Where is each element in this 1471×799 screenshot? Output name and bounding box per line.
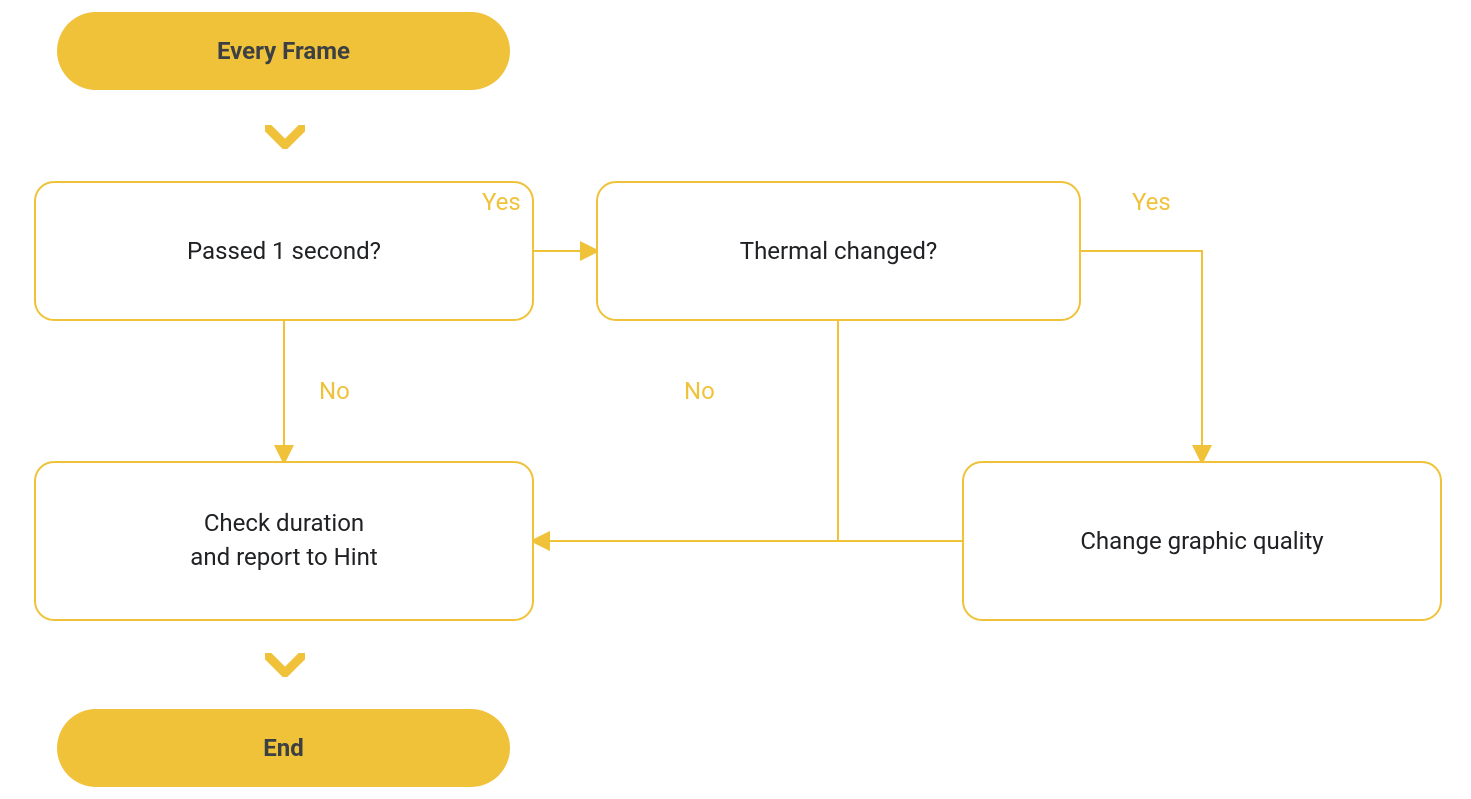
- chevron-down-icon: [265, 125, 305, 153]
- decision-thermal-changed-label: Thermal changed?: [740, 237, 937, 265]
- terminator-start: Every Frame: [57, 12, 510, 90]
- terminator-end-label: End: [263, 734, 303, 762]
- terminator-end: End: [57, 709, 510, 787]
- edge-label-no: No: [319, 377, 350, 405]
- decision-thermal-changed: Thermal changed?: [596, 181, 1081, 321]
- process-check-duration: Check duration and report to Hint: [34, 461, 534, 621]
- decision-passed-1-second-label: Passed 1 second?: [187, 237, 381, 265]
- process-change-graphic-quality: Change graphic quality: [962, 461, 1442, 621]
- edge-line: [534, 321, 838, 541]
- chevron-down-icon: [265, 653, 305, 681]
- edge-line: [1081, 251, 1202, 461]
- process-check-duration-label: Check duration and report to Hint: [190, 507, 377, 574]
- edge-label-yes: Yes: [482, 188, 521, 216]
- edge-label-no: No: [684, 377, 715, 405]
- process-change-graphic-quality-label: Change graphic quality: [1080, 527, 1323, 555]
- terminator-start-label: Every Frame: [217, 37, 350, 65]
- edge-label-yes: Yes: [1132, 188, 1171, 216]
- decision-passed-1-second: Passed 1 second?: [34, 181, 534, 321]
- flowchart-connectors: [0, 0, 1471, 799]
